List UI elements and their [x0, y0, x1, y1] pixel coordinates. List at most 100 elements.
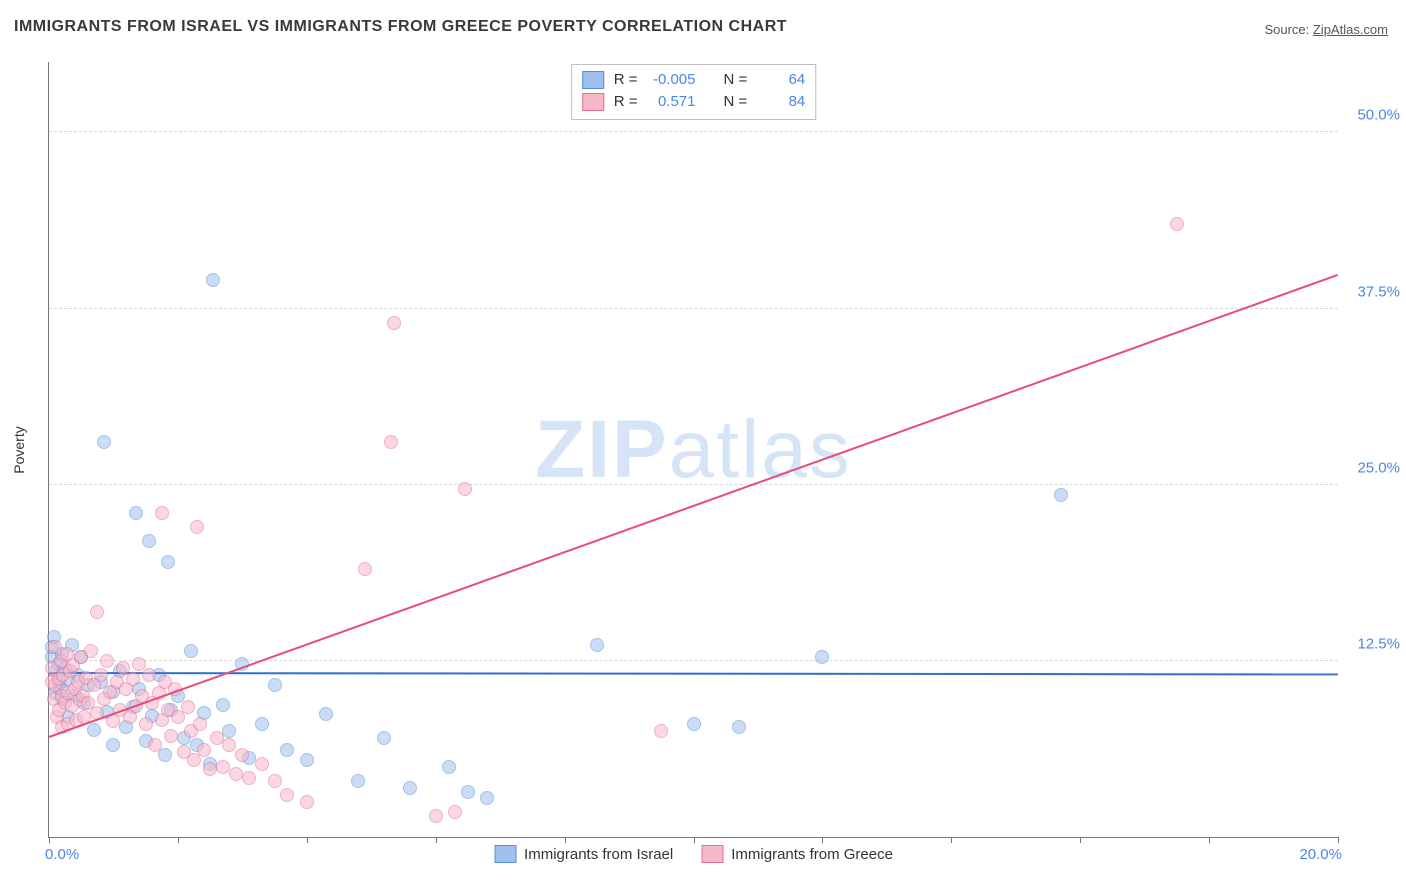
data-point — [300, 753, 314, 767]
data-point — [222, 724, 236, 738]
data-point — [94, 668, 108, 682]
chart-title: IMMIGRANTS FROM ISRAEL VS IMMIGRANTS FRO… — [14, 18, 787, 36]
stats-n-label: N = — [724, 69, 748, 91]
data-point — [161, 555, 175, 569]
y-axis-title: Poverty — [11, 426, 27, 473]
scatter-plot: ZIPatlas Poverty R = -0.005 N = 64 R = 0… — [48, 62, 1338, 838]
trend-line-1 — [49, 274, 1339, 738]
stats-r-label: R = — [614, 91, 638, 113]
data-point — [155, 506, 169, 520]
data-point — [164, 729, 178, 743]
stats-r-value-1: 0.571 — [648, 91, 696, 113]
data-point — [242, 771, 256, 785]
legend-label-0: Immigrants from Israel — [524, 846, 673, 863]
data-point — [384, 435, 398, 449]
data-point — [732, 720, 746, 734]
gridline — [49, 308, 1338, 309]
data-point — [300, 795, 314, 809]
data-point — [461, 785, 475, 799]
data-point — [442, 760, 456, 774]
data-point — [87, 723, 101, 737]
data-point — [106, 738, 120, 752]
stats-n-value-0: 64 — [757, 69, 805, 91]
data-point — [229, 767, 243, 781]
stats-n-value-1: 84 — [757, 91, 805, 113]
data-point — [206, 273, 220, 287]
data-point — [181, 700, 195, 714]
data-point — [429, 809, 443, 823]
data-point — [142, 534, 156, 548]
data-point — [100, 654, 114, 668]
data-point — [268, 678, 282, 692]
data-point — [184, 644, 198, 658]
x-tick — [307, 837, 308, 843]
data-point — [268, 774, 282, 788]
data-point — [97, 435, 111, 449]
data-point — [687, 717, 701, 731]
x-tick — [1080, 837, 1081, 843]
gridline — [49, 131, 1338, 132]
data-point — [148, 738, 162, 752]
data-point — [448, 805, 462, 819]
y-tick-label: 50.0% — [1344, 107, 1400, 124]
legend-swatch-0 — [494, 845, 516, 863]
data-point — [1054, 488, 1068, 502]
data-point — [590, 638, 604, 652]
data-point — [197, 743, 211, 757]
x-tick — [1209, 837, 1210, 843]
trend-line-0 — [49, 672, 1338, 675]
data-point — [480, 791, 494, 805]
x-tick — [436, 837, 437, 843]
source-link[interactable]: ZipAtlas.com — [1313, 22, 1388, 37]
x-axis-max-label: 20.0% — [1299, 846, 1342, 863]
x-tick — [178, 837, 179, 843]
data-point — [126, 672, 140, 686]
stats-r-label: R = — [614, 69, 638, 91]
legend-label-1: Immigrants from Greece — [731, 846, 893, 863]
data-point — [351, 774, 365, 788]
legend-swatch-1 — [701, 845, 723, 863]
data-point — [255, 757, 269, 771]
data-point — [358, 562, 372, 576]
source-attribution: Source: ZipAtlas.com — [1264, 22, 1388, 37]
data-point — [216, 760, 230, 774]
data-point — [255, 717, 269, 731]
stats-n-label: N = — [724, 91, 748, 113]
data-point — [280, 743, 294, 757]
x-tick — [822, 837, 823, 843]
data-point — [142, 668, 156, 682]
data-point — [458, 482, 472, 496]
x-tick — [951, 837, 952, 843]
data-point — [387, 316, 401, 330]
y-tick-label: 25.0% — [1344, 459, 1400, 476]
data-point — [216, 698, 230, 712]
data-point — [190, 520, 204, 534]
data-point — [203, 762, 217, 776]
source-prefix: Source: — [1264, 22, 1312, 37]
data-point — [129, 506, 143, 520]
legend: Immigrants from Israel Immigrants from G… — [494, 845, 893, 863]
watermark-bold: ZIP — [535, 404, 669, 495]
data-point — [139, 717, 153, 731]
legend-item-0: Immigrants from Israel — [494, 845, 673, 863]
data-point — [654, 724, 668, 738]
stats-row-series-0: R = -0.005 N = 64 — [582, 69, 806, 91]
x-axis-min-label: 0.0% — [45, 846, 79, 863]
data-point — [222, 738, 236, 752]
data-point — [1170, 217, 1184, 231]
y-tick-label: 12.5% — [1344, 635, 1400, 652]
swatch-series-0 — [582, 71, 604, 89]
data-point — [403, 781, 417, 795]
x-tick — [1338, 837, 1339, 843]
data-point — [210, 731, 224, 745]
data-point — [377, 731, 391, 745]
data-point — [193, 717, 207, 731]
data-point — [280, 788, 294, 802]
data-point — [319, 707, 333, 721]
data-point — [90, 605, 104, 619]
watermark: ZIPatlas — [535, 403, 852, 497]
stats-box: R = -0.005 N = 64 R = 0.571 N = 84 — [571, 64, 817, 120]
x-tick — [565, 837, 566, 843]
data-point — [84, 644, 98, 658]
x-tick — [49, 837, 50, 843]
